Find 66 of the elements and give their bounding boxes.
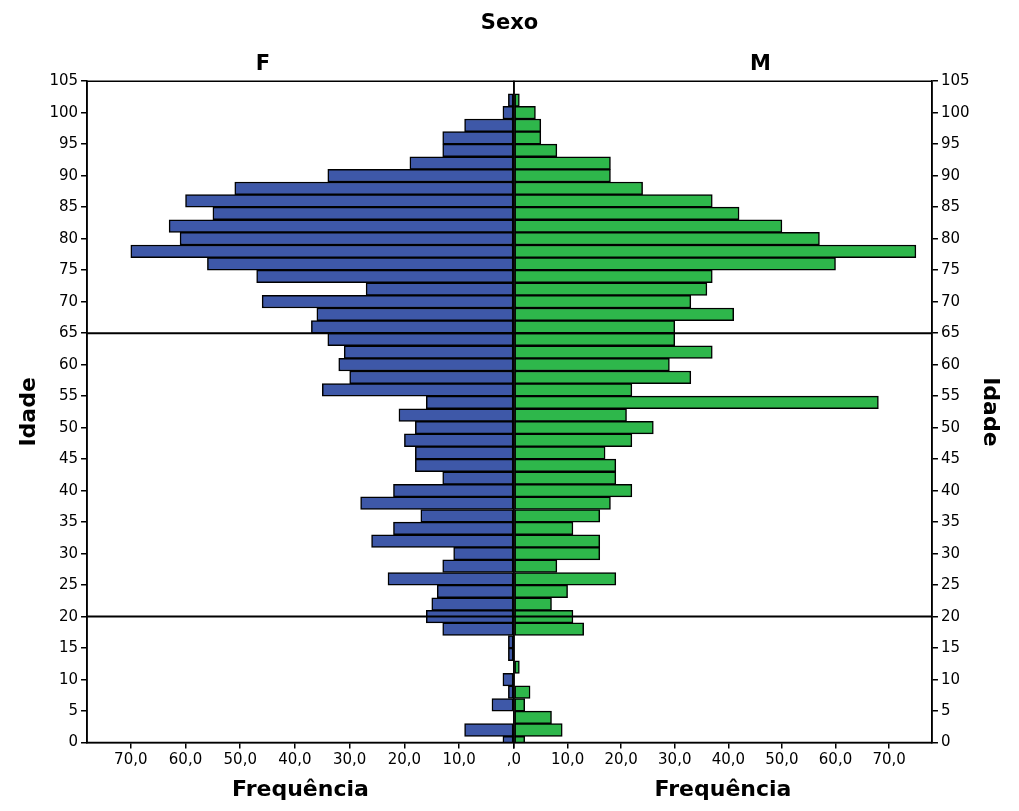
- chart-subtitle: F: [255, 51, 271, 76]
- y-tick-label: 35: [58, 512, 79, 531]
- y-tick-label: 95: [940, 134, 961, 153]
- y-axis-title: Idade: [979, 377, 1005, 447]
- x-tick-label: 60,0: [168, 750, 203, 769]
- y-tick-label: 5: [940, 701, 951, 719]
- x-tick-label: 50,0: [765, 750, 799, 769]
- x-tick-label: 30,0: [658, 750, 692, 769]
- y-tick-label: 100: [940, 102, 970, 121]
- x-tick-label: 40,0: [278, 750, 312, 769]
- chart-subtitle: M: [750, 51, 771, 76]
- y-tick-label: 65: [58, 323, 79, 342]
- x-axis-title: Frequência: [232, 775, 369, 801]
- x-tick-label: 70,0: [114, 750, 148, 769]
- y-tick-label: 70: [58, 291, 79, 310]
- y-tick-label: 40: [940, 480, 961, 499]
- y-tick-label: 15: [58, 638, 79, 656]
- x-tick-label: 10,0: [550, 750, 585, 769]
- y-tick-label: 50: [940, 417, 961, 436]
- y-tick-label: 5: [68, 701, 79, 719]
- y-tick-label: 0: [940, 732, 951, 751]
- y-tick-label: 30: [940, 543, 961, 562]
- x-tick-label: 50,0: [223, 750, 257, 769]
- x-axis-title: Frequência: [654, 775, 792, 801]
- y-tick-label: 90: [58, 165, 79, 184]
- x-tick-label: 70,0: [872, 750, 906, 769]
- y-tick-label: 55: [58, 386, 79, 405]
- y-tick-label: 55: [940, 386, 961, 405]
- y-tick-label: 15: [940, 638, 961, 656]
- y-tick-label: 105: [49, 71, 79, 90]
- y-tick-label: 60: [940, 354, 961, 373]
- y-tick-label: 60: [58, 354, 79, 373]
- x-tick-label: 40,0: [711, 750, 746, 769]
- y-tick-label: 25: [940, 575, 961, 594]
- y-tick-label: 10: [940, 669, 961, 688]
- y-tick-label: 30: [58, 543, 79, 562]
- chart-title: Sexo: [479, 10, 540, 34]
- y-tick-label: 0: [68, 732, 79, 751]
- y-tick-label: 20: [58, 606, 79, 625]
- y-tick-label: 90: [940, 165, 961, 184]
- y-tick-label: 45: [940, 449, 961, 468]
- x-tick-label: ,0: [506, 750, 521, 769]
- y-tick-label: 45: [58, 449, 79, 468]
- y-tick-label: 85: [940, 197, 961, 216]
- x-tick-label: 20,0: [387, 750, 422, 769]
- y-tick-label: 35: [940, 512, 961, 531]
- y-tick-label: 50: [58, 417, 79, 436]
- y-axis-title: Idade: [14, 377, 40, 447]
- y-tick-label: 70: [940, 291, 961, 310]
- y-tick-label: 80: [940, 228, 961, 247]
- x-tick-label: 10,0: [442, 750, 476, 769]
- y-tick-label: 65: [940, 323, 961, 342]
- x-tick-label: 30,0: [332, 750, 367, 769]
- y-tick-label: 10: [58, 669, 79, 688]
- y-tick-label: 20: [940, 606, 961, 625]
- y-tick-label: 95: [58, 134, 79, 153]
- x-tick-label: 20,0: [604, 750, 638, 769]
- y-tick-label: 80: [58, 228, 79, 247]
- x-tick-label: 60,0: [818, 750, 853, 769]
- y-tick-label: 100: [49, 102, 79, 121]
- y-tick-label: 75: [940, 260, 961, 279]
- y-tick-label: 40: [58, 480, 79, 499]
- y-tick-label: 105: [940, 71, 970, 90]
- y-tick-label: 75: [58, 260, 79, 279]
- y-tick-label: 25: [58, 575, 79, 594]
- y-tick-label: 85: [58, 197, 79, 216]
